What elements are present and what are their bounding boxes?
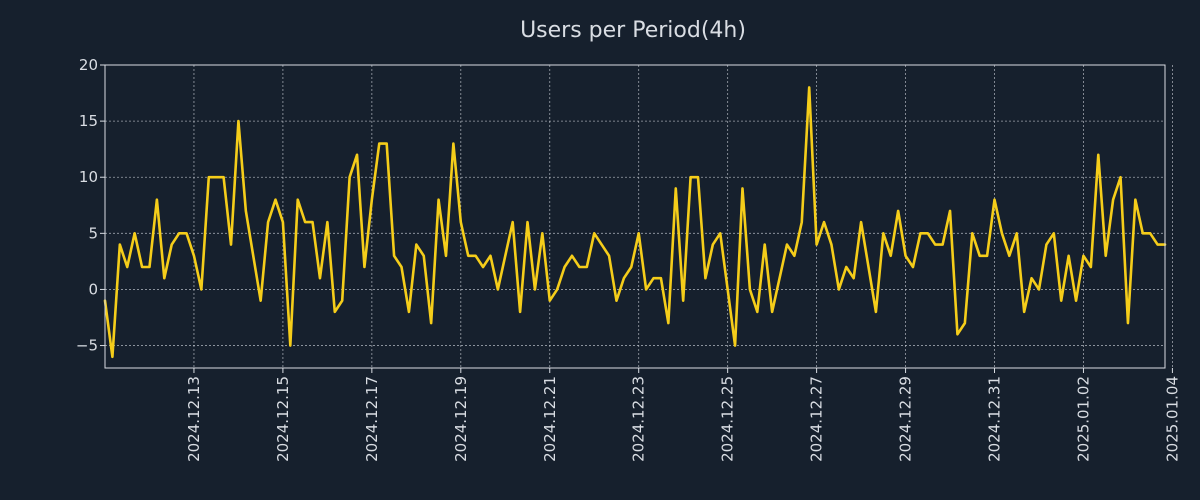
x-tick-label: 2024.12.27 [808,376,826,462]
x-tick-label: 2024.12.19 [452,376,470,462]
x-tick-label: 2024.12.23 [630,376,648,462]
x-tick-label: 2024.12.13 [185,376,203,462]
plot-frame [104,64,1166,369]
x-tick-label: 2024.12.25 [719,376,737,462]
y-tick-label: −5 [76,337,98,355]
series-layer [103,86,1167,359]
y-tick-label: 10 [79,168,98,186]
y-tick-label: 20 [79,56,98,74]
x-tick-label: 2025.01.04 [1163,376,1181,462]
x-tick-label: 2024.12.15 [274,376,292,462]
chart-title: Users per Period(4h) [520,18,746,43]
x-tick-label: 2024.12.31 [986,376,1004,462]
axis-ticks: −5 0 5 10 15 20 2024.12.13 2024.12.15 2024.12.17… [76,56,1182,462]
x-tick-label: 2024.12.21 [541,376,559,462]
grid [105,64,1173,368]
y-tick-label: 5 [88,224,98,242]
x-tick-label: 2024.12.29 [897,376,915,462]
x-tick-label: 2025.01.02 [1074,376,1092,462]
y-tick-label: 0 [88,280,98,298]
y-tick-label: 15 [79,112,98,130]
x-tick-label: 2024.12.17 [363,376,381,462]
series-line-users [103,86,1167,359]
